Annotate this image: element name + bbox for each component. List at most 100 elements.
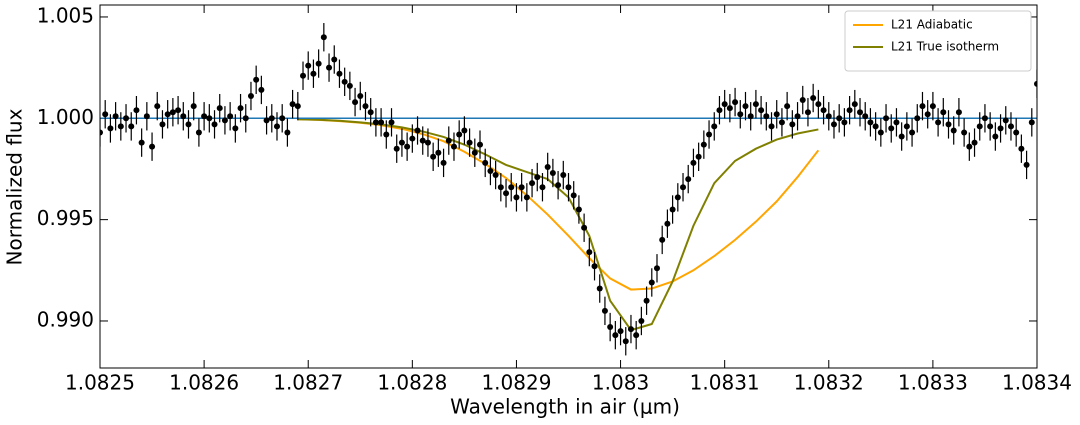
plot-frame (99, 4, 1038, 369)
data-point (398, 139, 405, 146)
data-point (352, 99, 359, 106)
data-point (305, 62, 312, 69)
data-point (232, 125, 239, 132)
x-tick-label: 1.0825 (65, 371, 135, 395)
x-tick-label: 1.0828 (377, 371, 447, 395)
data-point (123, 115, 130, 122)
data-point (487, 167, 494, 174)
data-point (648, 279, 655, 286)
data-point (138, 139, 145, 146)
data-point (237, 105, 244, 112)
data-point (477, 141, 484, 148)
data-point (633, 332, 640, 339)
data-point (440, 159, 447, 166)
data-point (627, 326, 634, 333)
data-point (216, 105, 223, 112)
data-point (784, 103, 791, 110)
data-point (706, 131, 713, 138)
data-point (955, 109, 962, 116)
data-point (549, 170, 556, 177)
data-point (653, 265, 660, 272)
data-point (565, 184, 572, 191)
data-point (393, 145, 400, 152)
data-point (888, 125, 895, 132)
data-point (195, 129, 202, 136)
data-point (700, 141, 707, 148)
data-point (367, 109, 374, 116)
data-point (362, 103, 369, 110)
data-point (154, 103, 161, 110)
data-point (539, 184, 546, 191)
data-point (721, 101, 728, 108)
data-point (945, 121, 952, 128)
data-point (591, 263, 598, 270)
data-point (357, 93, 364, 100)
data-point (310, 70, 317, 77)
data-point (258, 86, 265, 93)
data-point (825, 113, 832, 120)
data-point (836, 115, 843, 122)
data-point (617, 328, 624, 335)
data-point (997, 125, 1004, 132)
data-point (409, 135, 416, 142)
data-point (794, 113, 801, 120)
data-point (695, 153, 702, 160)
y-tick-label: 1.005 (37, 3, 94, 27)
data-point (919, 103, 926, 110)
data-point (284, 129, 291, 136)
x-tick-label: 1.083 (592, 371, 649, 395)
data-point (804, 109, 811, 116)
data-point (924, 111, 931, 118)
data-point (981, 115, 988, 122)
y-tick-label: 0.995 (37, 206, 94, 230)
x-axis-label: Wavelength in air (μm) (450, 395, 680, 419)
data-point (971, 139, 978, 146)
data-point (815, 101, 822, 108)
data-point (294, 103, 301, 110)
data-point (914, 115, 921, 122)
data-point (877, 129, 884, 136)
data-point (1034, 80, 1037, 87)
data-point (976, 123, 983, 130)
data-point (378, 119, 385, 126)
data-point (1002, 117, 1009, 124)
data-point (273, 123, 280, 130)
data-point (846, 107, 853, 114)
data-point (1023, 161, 1030, 168)
data-point (180, 113, 187, 120)
data-point (747, 113, 754, 120)
data-point (315, 60, 322, 67)
data-point (268, 115, 275, 122)
data-point (201, 113, 208, 120)
data-point (508, 184, 515, 191)
data-point (279, 115, 286, 122)
y-tick-label: 0.990 (37, 307, 94, 331)
data-point (289, 101, 296, 108)
x-tick-label: 1.0834 (1002, 371, 1072, 395)
data-point (1018, 145, 1025, 152)
data-point (430, 153, 437, 160)
data-point (100, 129, 103, 136)
data-point (185, 121, 192, 128)
data-point (497, 184, 504, 191)
x-tick-label: 1.0831 (690, 371, 760, 395)
data-point (841, 119, 848, 126)
data-point (851, 101, 858, 108)
data-point (383, 131, 390, 138)
data-point (680, 184, 687, 191)
data-point (388, 119, 395, 126)
legend-label: L21 Adiabatic (891, 18, 973, 32)
data-point (752, 101, 759, 108)
x-tick-label: 1.0827 (273, 371, 343, 395)
data-point (221, 117, 228, 124)
data-point (253, 76, 260, 83)
data-point (570, 192, 577, 199)
data-point (711, 123, 718, 130)
x-tick-label: 1.0832 (794, 371, 864, 395)
data-point (102, 111, 109, 118)
data-point (586, 249, 593, 256)
data-point (159, 121, 166, 128)
data-point (898, 133, 905, 140)
data-point (1007, 123, 1014, 130)
data-point (461, 127, 468, 134)
